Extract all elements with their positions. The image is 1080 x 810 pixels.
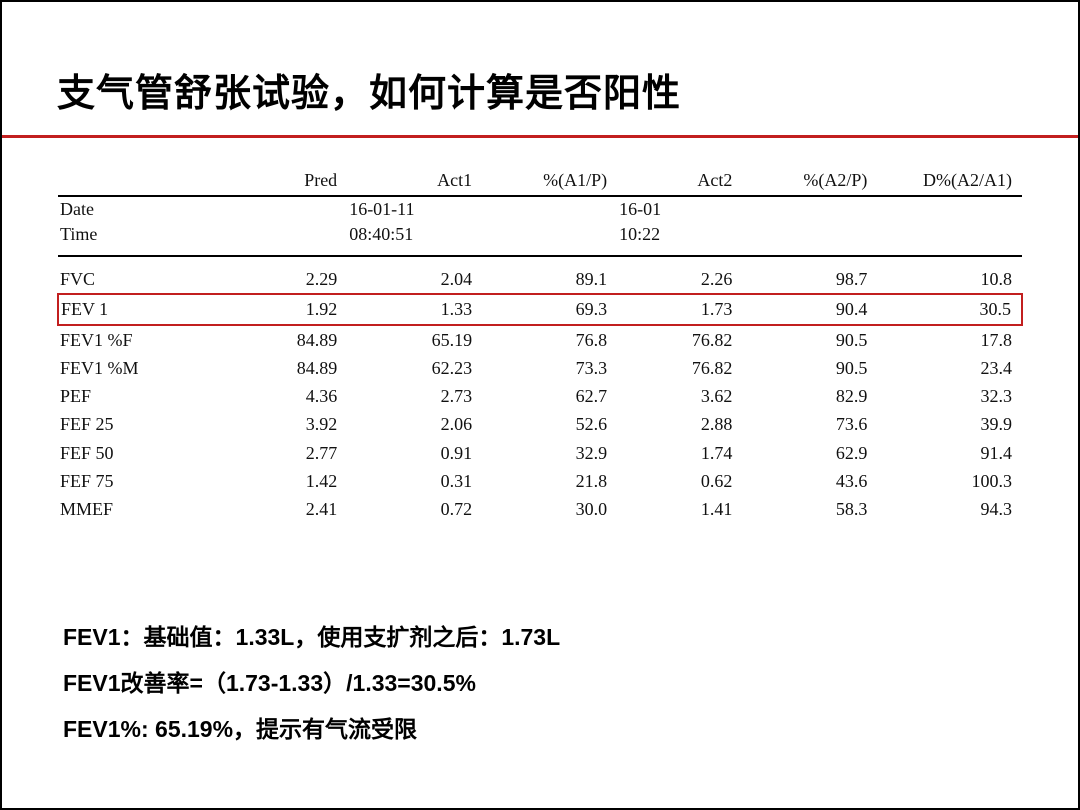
cell-pct2: 43.6 <box>742 467 877 495</box>
cell-dpct: 39.9 <box>877 410 1022 438</box>
cell-dpct: 91.4 <box>877 439 1022 467</box>
cell-pred: 4.36 <box>212 382 347 410</box>
cell-label: PEF <box>58 382 212 410</box>
cell-pct2: 58.3 <box>742 495 877 523</box>
cell-pct1: 89.1 <box>482 256 617 294</box>
cell-label: FEF 25 <box>58 410 212 438</box>
cell-dpct: 10.8 <box>877 256 1022 294</box>
cell-act1: 0.31 <box>347 467 482 495</box>
col-pct2: %(A2/P) <box>742 166 877 196</box>
note-line: FEV1改善率=（1.73-1.33）/1.33=30.5% <box>63 660 1023 706</box>
cell-act1: 2.06 <box>347 410 482 438</box>
cell-pred: 1.42 <box>212 467 347 495</box>
cell-act2: 1.74 <box>617 439 742 467</box>
table-row: FEV 11.921.3369.31.7390.430.5 <box>58 294 1022 324</box>
cell-label: FVC <box>58 256 212 294</box>
cell-pct1: 76.8 <box>482 325 617 354</box>
date-2: 16-01 <box>617 196 742 222</box>
table-row: FEV1 %F84.8965.1976.876.8290.517.8 <box>58 325 1022 354</box>
cell-label: FEF 75 <box>58 467 212 495</box>
cell-pred: 84.89 <box>212 325 347 354</box>
cell-act2: 2.88 <box>617 410 742 438</box>
date-row: Date 16-01-11 16-01 <box>58 196 1022 222</box>
cell-act1: 62.23 <box>347 354 482 382</box>
cell-act2: 76.82 <box>617 325 742 354</box>
table-row: FEV1 %M84.8962.2373.376.8290.523.4 <box>58 354 1022 382</box>
time-row: Time 08:40:51 10:22 <box>58 222 1022 256</box>
cell-pct1: 21.8 <box>482 467 617 495</box>
time-1: 08:40:51 <box>347 222 482 256</box>
cell-pct2: 90.4 <box>742 294 877 324</box>
table-header-row: Pred Act1 %(A1/P) Act2 %(A2/P) D%(A2/A1) <box>58 166 1022 196</box>
cell-act1: 65.19 <box>347 325 482 354</box>
time-2: 10:22 <box>617 222 742 256</box>
spirometry-table: Pred Act1 %(A1/P) Act2 %(A2/P) D%(A2/A1)… <box>57 166 1023 524</box>
cell-pct2: 98.7 <box>742 256 877 294</box>
date-1: 16-01-11 <box>347 196 482 222</box>
cell-pred: 2.29 <box>212 256 347 294</box>
col-dpct: D%(A2/A1) <box>877 166 1022 196</box>
col-pred: Pred <box>212 166 347 196</box>
title-divider <box>2 135 1078 138</box>
cell-dpct: 30.5 <box>877 294 1022 324</box>
cell-pct2: 90.5 <box>742 325 877 354</box>
cell-label: FEV 1 <box>58 294 212 324</box>
cell-act2: 76.82 <box>617 354 742 382</box>
cell-pct2: 73.6 <box>742 410 877 438</box>
cell-pct2: 62.9 <box>742 439 877 467</box>
cell-act1: 0.91 <box>347 439 482 467</box>
cell-pct1: 73.3 <box>482 354 617 382</box>
cell-pct2: 82.9 <box>742 382 877 410</box>
cell-dpct: 94.3 <box>877 495 1022 523</box>
cell-pred: 2.41 <box>212 495 347 523</box>
table-body: FVC2.292.0489.12.2698.710.8FEV 11.921.33… <box>58 256 1022 524</box>
col-label <box>58 166 212 196</box>
cell-act1: 2.73 <box>347 382 482 410</box>
table-row: FVC2.292.0489.12.2698.710.8 <box>58 256 1022 294</box>
cell-pct2: 90.5 <box>742 354 877 382</box>
cell-label: MMEF <box>58 495 212 523</box>
cell-dpct: 32.3 <box>877 382 1022 410</box>
cell-pred: 3.92 <box>212 410 347 438</box>
cell-pred: 2.77 <box>212 439 347 467</box>
cell-pct1: 30.0 <box>482 495 617 523</box>
table-row: FEF 253.922.0652.62.8873.639.9 <box>58 410 1022 438</box>
table-row: FEF 751.420.3121.80.6243.6100.3 <box>58 467 1022 495</box>
col-act2: Act2 <box>617 166 742 196</box>
table-row: PEF4.362.7362.73.6282.932.3 <box>58 382 1022 410</box>
cell-act2: 1.73 <box>617 294 742 324</box>
cell-act2: 1.41 <box>617 495 742 523</box>
page-title: 支气管舒张试验，如何计算是否阳性 <box>57 62 1023 117</box>
cell-pct1: 62.7 <box>482 382 617 410</box>
cell-label: FEV1 %M <box>58 354 212 382</box>
col-act1: Act1 <box>347 166 482 196</box>
cell-act1: 1.33 <box>347 294 482 324</box>
cell-pct1: 69.3 <box>482 294 617 324</box>
notes-section: FEV1：基础值：1.33L，使用支扩剂之后：1.73LFEV1改善率=（1.7… <box>57 614 1023 752</box>
cell-dpct: 23.4 <box>877 354 1022 382</box>
date-label: Date <box>58 196 212 222</box>
slide-container: 支气管舒张试验，如何计算是否阳性 Pred Act1 %(A1/P) Act2 … <box>2 2 1078 792</box>
cell-act2: 3.62 <box>617 382 742 410</box>
note-line: FEV1%: 65.19%，提示有气流受限 <box>63 706 1023 752</box>
cell-pct1: 32.9 <box>482 439 617 467</box>
cell-act1: 0.72 <box>347 495 482 523</box>
cell-pct1: 52.6 <box>482 410 617 438</box>
cell-label: FEV1 %F <box>58 325 212 354</box>
time-label: Time <box>58 222 212 256</box>
spirometry-table-wrap: Pred Act1 %(A1/P) Act2 %(A2/P) D%(A2/A1)… <box>57 166 1023 524</box>
cell-act1: 2.04 <box>347 256 482 294</box>
cell-act2: 0.62 <box>617 467 742 495</box>
note-line: FEV1：基础值：1.33L，使用支扩剂之后：1.73L <box>63 614 1023 660</box>
table-row: MMEF2.410.7230.01.4158.394.3 <box>58 495 1022 523</box>
cell-dpct: 17.8 <box>877 325 1022 354</box>
cell-pred: 1.92 <box>212 294 347 324</box>
table-row: FEF 502.770.9132.91.7462.991.4 <box>58 439 1022 467</box>
cell-dpct: 100.3 <box>877 467 1022 495</box>
col-pct1: %(A1/P) <box>482 166 617 196</box>
cell-label: FEF 50 <box>58 439 212 467</box>
cell-pred: 84.89 <box>212 354 347 382</box>
cell-act2: 2.26 <box>617 256 742 294</box>
